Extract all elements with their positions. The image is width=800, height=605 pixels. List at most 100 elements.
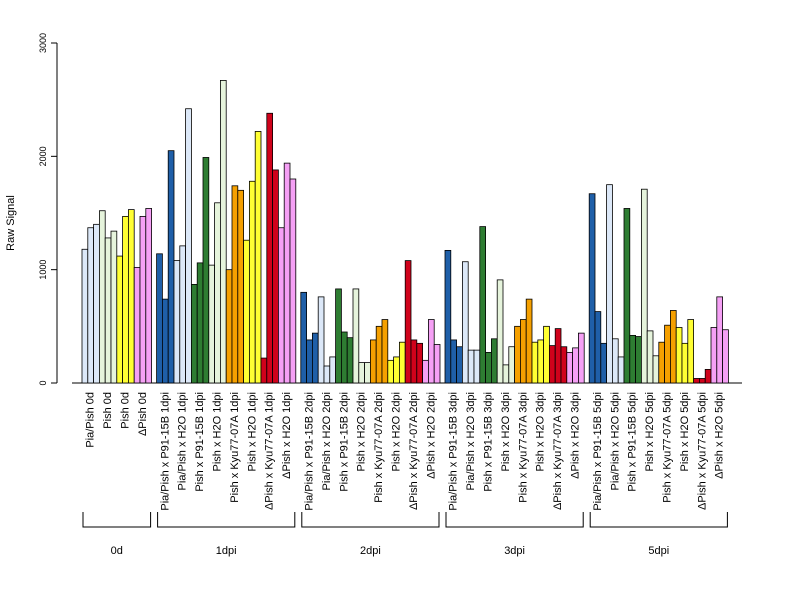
bar [646,330,654,384]
group-bracket [157,512,296,528]
bar [554,328,562,384]
bar [566,351,573,384]
bar [635,336,642,384]
group-label: 2dpi [360,545,381,557]
x-tick-label: Pish x P91-15B 5dpi [627,392,639,492]
x-tick-label: Pia/Pish x P91-15B 1dpi [159,392,171,511]
bar [681,342,689,384]
bar [99,210,106,384]
bar [352,288,360,384]
group-bracket [445,512,584,528]
bar [266,112,273,384]
bar [479,226,486,384]
bar [254,130,262,384]
bar [485,351,492,384]
bar [508,346,515,384]
bar [190,283,198,384]
bar [687,319,694,384]
bar [196,262,204,384]
bar [208,264,216,384]
x-tick-label: Pia/Pish x H2O 5dpi [609,392,621,490]
bar [675,327,683,384]
bar [145,208,153,384]
bar [422,359,429,384]
group-label: 1dpi [216,545,237,557]
x-tick-label: Pish x H2O 2dpi [391,392,403,471]
bar [179,245,187,384]
bar [543,325,550,384]
bar [156,253,163,384]
bar [185,108,192,384]
bar [283,162,291,384]
bar [329,356,336,384]
bar [704,368,712,384]
bar [317,296,325,384]
bar [416,342,423,384]
bar [139,215,147,384]
y-tick-label: 2000 [38,146,48,166]
bar [364,362,371,384]
bar [214,202,221,384]
bar [243,239,250,384]
bar [398,341,406,384]
group-label: 3dpi [504,545,525,557]
bar [664,324,671,384]
bar [693,378,700,384]
x-tick-label: ΔPish x H2O 1dpi [281,392,293,479]
x-tick-label: Pia/Pish x H2O 2dpi [321,392,333,490]
bar [578,332,585,384]
bar [381,319,389,384]
y-tick-label: 1000 [38,260,48,280]
bar [260,357,268,384]
x-tick-label: ΔPish x H2O 5dpi [714,392,726,479]
bar [289,178,297,384]
bar [520,319,527,384]
bar [375,325,383,384]
x-tick-label: Pish x Kyu77-07A 3dpi [517,392,529,503]
bar [670,310,677,384]
x-tick-label: ΔPish x Kyu77-07A 3dpi [552,392,564,510]
x-tick-label: Pish 0d [120,392,132,429]
x-tick-label: Pish x P91-15B 2dpi [338,392,350,492]
bar [444,249,452,384]
bar [658,341,665,384]
bar [237,189,245,384]
x-tick-label: Pia/Pish x H2O 3dpi [465,392,477,490]
bar [300,291,307,384]
bar [588,193,596,384]
bar [496,279,504,384]
bar [450,339,457,384]
x-tick-label: ΔPish x H2O 3dpi [570,392,582,479]
bar [133,266,141,384]
x-tick-label: ΔPish x Kyu77-07A 5dpi [696,392,708,510]
x-tick-labels: Pia/Pish 0d Pish 0d Pish 0d ΔPish 0d Pia/Pis… [85,392,726,511]
x-tick-label: Pish 0d [102,392,114,429]
bar [346,337,354,384]
bar [335,288,342,384]
bar [122,215,129,384]
x-tick-label: Pish x P91-15B 3dpi [483,392,495,492]
bar [490,338,498,384]
bar [277,227,285,384]
group-bracket [82,512,152,528]
bar [514,325,521,384]
x-tick-label: Pia/Pish 0d [85,392,97,448]
bar [433,344,441,384]
x-tick-label: Pish x H2O 5dpi [644,392,656,471]
bar [387,359,394,384]
bar [623,208,631,384]
x-tick-label: Pish x Kyu77-07A 2dpi [373,392,385,503]
bar [456,346,463,384]
x-tick-label: Pish x H2O 2dpi [356,392,368,471]
bar [594,311,602,384]
bar [502,364,510,384]
x-tick-label: Pish x H2O 3dpi [535,392,547,471]
bar [225,269,233,384]
x-tick-label: ΔPish 0d [137,392,149,436]
x-tick-label: ΔPish x H2O 2dpi [425,392,437,479]
bar [272,169,279,384]
y-tick-label: 3000 [38,33,48,53]
x-tick-label: Pish x Kyu77-07A 5dpi [662,392,674,503]
